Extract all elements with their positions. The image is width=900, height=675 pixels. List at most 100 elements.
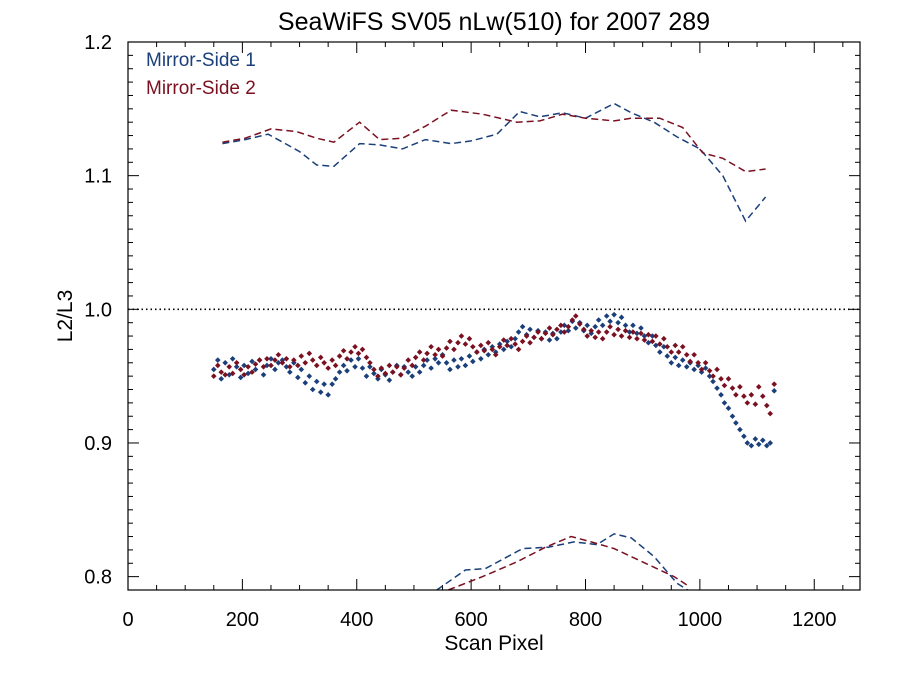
data-point — [481, 347, 488, 354]
data-point — [401, 365, 408, 371]
data-point — [287, 363, 293, 370]
data-point — [451, 357, 457, 363]
y-tick-label: 1.1 — [84, 166, 112, 188]
data-point — [344, 368, 350, 374]
data-point — [752, 436, 759, 442]
data-point — [661, 343, 667, 350]
data-point — [748, 442, 755, 449]
data-points — [210, 311, 778, 449]
x-tick-label: 400 — [340, 609, 373, 631]
data-point — [569, 317, 576, 323]
data-point — [687, 358, 693, 365]
data-point — [554, 326, 560, 333]
data-point — [729, 413, 736, 420]
data-point — [302, 359, 309, 366]
data-point — [210, 366, 217, 373]
legend-mirror-side-1: Mirror-Side 1 — [146, 50, 256, 71]
data-point — [515, 329, 522, 335]
data-point — [561, 329, 568, 335]
data-point — [741, 393, 747, 399]
data-point — [229, 355, 236, 362]
y-tick-label: 1.0 — [84, 299, 112, 321]
data-point — [295, 374, 301, 381]
data-point — [603, 313, 610, 319]
data-point — [763, 402, 770, 409]
data-point — [340, 347, 347, 354]
x-tick-label: 800 — [569, 609, 602, 631]
data-point — [718, 376, 724, 382]
data-point — [287, 369, 293, 375]
data-point — [558, 329, 564, 335]
data-point — [321, 359, 327, 366]
data-point — [576, 321, 583, 327]
data-point — [512, 335, 518, 342]
data-point — [645, 339, 652, 346]
data-point — [519, 338, 526, 345]
data-point — [542, 330, 549, 337]
data-point — [462, 341, 469, 347]
data-point — [443, 345, 450, 351]
data-point — [371, 370, 377, 377]
data-point — [447, 366, 453, 373]
data-point — [653, 333, 659, 339]
data-point — [355, 350, 362, 357]
x-tick-label: 1000 — [678, 609, 723, 631]
data-point — [755, 384, 762, 390]
data-point — [420, 357, 427, 363]
data-point — [325, 365, 331, 371]
data-point — [359, 365, 366, 371]
data-point — [695, 359, 701, 366]
data-point — [249, 358, 255, 365]
data-point — [428, 343, 434, 350]
data-point — [580, 326, 587, 333]
data-point — [706, 368, 713, 374]
data-point — [675, 349, 682, 355]
data-point — [771, 381, 778, 387]
axis-ticks — [127, 41, 860, 590]
data-point — [714, 385, 720, 391]
data-point — [592, 323, 599, 330]
x-axis-label: Scan Pixel — [444, 632, 543, 655]
data-point — [466, 353, 473, 359]
data-point — [550, 331, 556, 338]
data-point — [233, 363, 240, 370]
data-point — [615, 319, 621, 326]
dashed-line — [436, 533, 690, 590]
data-point — [538, 335, 545, 342]
data-point — [241, 372, 247, 378]
data-point — [226, 363, 233, 370]
data-point — [329, 381, 335, 387]
data-point — [737, 426, 743, 433]
data-point — [744, 400, 751, 406]
data-point — [504, 342, 510, 349]
data-point — [412, 354, 419, 361]
data-point — [367, 363, 373, 370]
dashed-lines — [222, 102, 767, 590]
data-point — [451, 346, 457, 353]
data-point — [348, 357, 354, 363]
data-point — [771, 388, 778, 394]
data-point — [515, 346, 522, 353]
data-point — [313, 378, 320, 385]
data-point — [462, 362, 469, 369]
data-point — [256, 357, 263, 363]
x-tick-label: 200 — [226, 609, 259, 631]
data-point — [649, 338, 656, 345]
tick-labels: 0 200 400 600 800 1000 1200 0.8 0.9 1.0 1.1 1.2 — [84, 32, 836, 631]
data-point — [645, 331, 652, 338]
data-point — [672, 354, 679, 361]
data-point — [420, 362, 427, 369]
data-point — [729, 385, 736, 391]
data-point — [702, 365, 709, 371]
data-point — [298, 353, 305, 359]
data-point — [222, 372, 229, 378]
data-point — [744, 440, 751, 446]
data-point — [264, 362, 270, 369]
data-point — [599, 335, 606, 342]
data-point — [237, 366, 244, 373]
data-point — [298, 366, 305, 373]
data-point — [672, 342, 679, 349]
y-axis-label: L2/L3 — [54, 290, 77, 343]
data-point — [668, 349, 675, 355]
